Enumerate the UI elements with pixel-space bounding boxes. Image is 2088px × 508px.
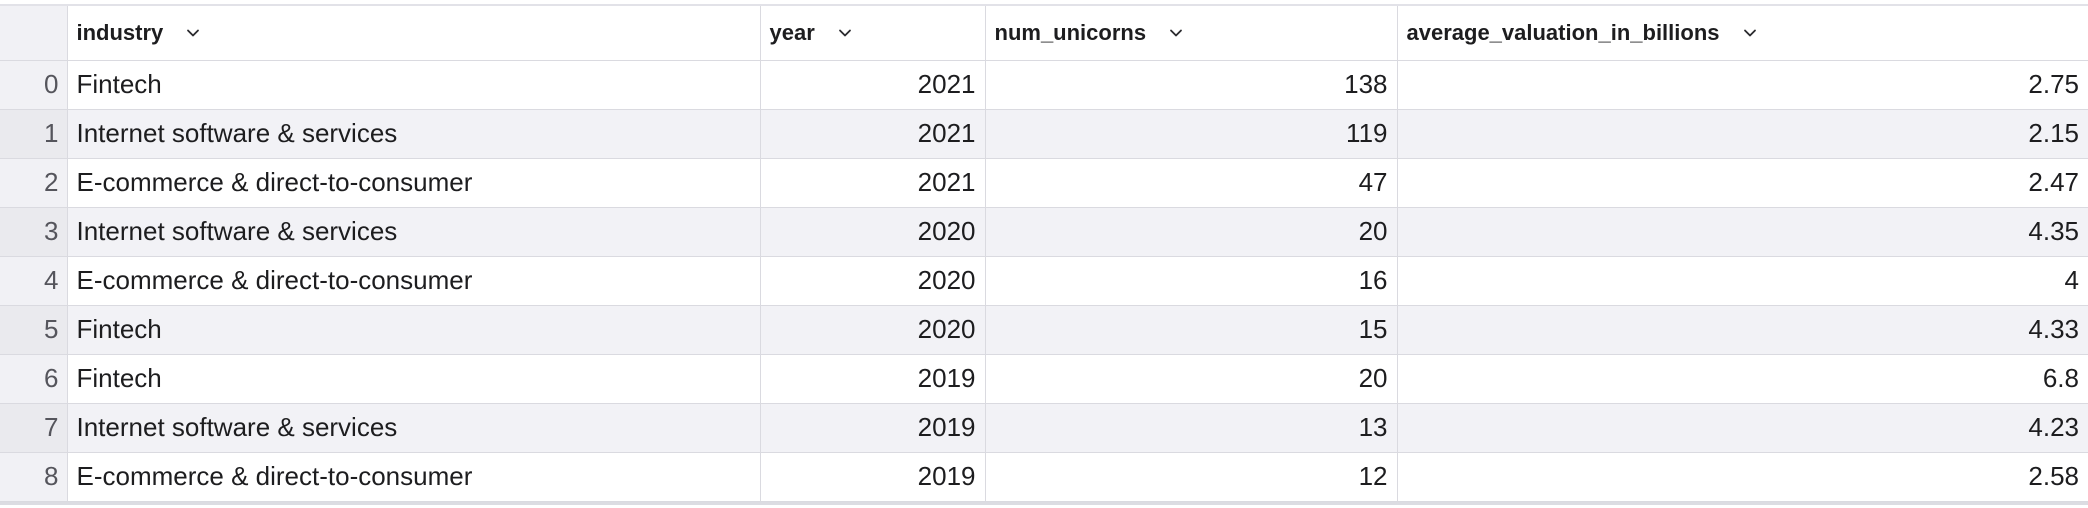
table-row: 0 Fintech 2021 138 2.75 [0, 60, 2088, 110]
chevron-down-icon[interactable] [1742, 25, 1758, 41]
cell-year[interactable]: 2019 [760, 354, 986, 404]
row-index: 7 [0, 403, 68, 453]
cell-year[interactable]: 2020 [760, 207, 986, 257]
cell-year[interactable]: 2020 [760, 256, 986, 306]
data-table-container: industry year [0, 4, 2088, 505]
cell-industry[interactable]: E-commerce & direct-to-consumer [67, 256, 761, 306]
cell-num-unicorns[interactable]: 15 [985, 305, 1398, 355]
cell-average-valuation[interactable]: 2.58 [1397, 452, 2088, 502]
cell-industry[interactable]: Fintech [67, 60, 761, 110]
cell-average-valuation[interactable]: 2.75 [1397, 60, 2088, 110]
cell-num-unicorns[interactable]: 20 [985, 207, 1398, 257]
row-index: 2 [0, 158, 68, 208]
cell-num-unicorns[interactable]: 12 [985, 452, 1398, 502]
cell-average-valuation[interactable]: 2.15 [1397, 109, 2088, 159]
cell-num-unicorns[interactable]: 119 [985, 109, 1398, 159]
table-header: industry year [0, 6, 2088, 61]
header-row: industry year [0, 6, 2088, 61]
cell-industry[interactable]: Fintech [67, 354, 761, 404]
cell-num-unicorns[interactable]: 138 [985, 60, 1398, 110]
cell-average-valuation[interactable]: 4 [1397, 256, 2088, 306]
table-row: 2 E-commerce & direct-to-consumer 2021 4… [0, 158, 2088, 208]
cell-industry[interactable]: Internet software & services [67, 207, 761, 257]
column-header-industry[interactable]: industry [67, 6, 761, 61]
column-header-year[interactable]: year [760, 6, 986, 61]
cell-average-valuation[interactable]: 6.8 [1397, 354, 2088, 404]
table-row: 3 Internet software & services 2020 20 4… [0, 207, 2088, 257]
row-index: 0 [0, 60, 68, 110]
row-index: 3 [0, 207, 68, 257]
column-header-label: average_valuation_in_billions [1406, 19, 1720, 45]
cell-year[interactable]: 2021 [760, 109, 986, 159]
table-row: 5 Fintech 2020 15 4.33 [0, 305, 2088, 355]
cell-year[interactable]: 2019 [760, 403, 986, 453]
table-row: 8 E-commerce & direct-to-consumer 2019 1… [0, 452, 2088, 502]
cell-num-unicorns[interactable]: 47 [985, 158, 1398, 208]
table-body: 0 Fintech 2021 138 2.75 1 Internet softw… [0, 60, 2088, 502]
cell-year[interactable]: 2021 [760, 158, 986, 208]
cell-industry[interactable]: Fintech [67, 305, 761, 355]
data-table: industry year [0, 6, 2088, 502]
cell-num-unicorns[interactable]: 20 [985, 354, 1398, 404]
column-header-label: num_unicorns [994, 19, 1147, 45]
cell-num-unicorns[interactable]: 16 [985, 256, 1398, 306]
cell-industry[interactable]: E-commerce & direct-to-consumer [67, 158, 761, 208]
cell-year[interactable]: 2020 [760, 305, 986, 355]
cell-average-valuation[interactable]: 2.47 [1397, 158, 2088, 208]
column-header-label: year [769, 19, 815, 45]
chevron-down-icon[interactable] [837, 25, 853, 41]
row-index: 1 [0, 109, 68, 159]
table-row: 7 Internet software & services 2019 13 4… [0, 403, 2088, 453]
cell-industry[interactable]: Internet software & services [67, 109, 761, 159]
table-row: 1 Internet software & services 2021 119 … [0, 109, 2088, 159]
row-index: 5 [0, 305, 68, 355]
column-header-average-valuation[interactable]: average_valuation_in_billions [1397, 6, 2088, 61]
row-index: 8 [0, 452, 68, 502]
table-row: 4 E-commerce & direct-to-consumer 2020 1… [0, 256, 2088, 306]
cell-average-valuation[interactable]: 4.23 [1397, 403, 2088, 453]
cell-average-valuation[interactable]: 4.35 [1397, 207, 2088, 257]
row-index: 6 [0, 354, 68, 404]
index-column-header [0, 6, 68, 61]
cell-year[interactable]: 2021 [760, 60, 986, 110]
table-row: 6 Fintech 2019 20 6.8 [0, 354, 2088, 404]
chevron-down-icon[interactable] [185, 25, 201, 41]
cell-average-valuation[interactable]: 4.33 [1397, 305, 2088, 355]
column-header-num-unicorns[interactable]: num_unicorns [985, 6, 1398, 61]
cell-year[interactable]: 2019 [760, 452, 986, 502]
cell-industry[interactable]: Internet software & services [67, 403, 761, 453]
cell-num-unicorns[interactable]: 13 [985, 403, 1398, 453]
column-header-label: industry [76, 19, 164, 45]
row-index: 4 [0, 256, 68, 306]
chevron-down-icon[interactable] [1168, 25, 1184, 41]
cell-industry[interactable]: E-commerce & direct-to-consumer [67, 452, 761, 502]
